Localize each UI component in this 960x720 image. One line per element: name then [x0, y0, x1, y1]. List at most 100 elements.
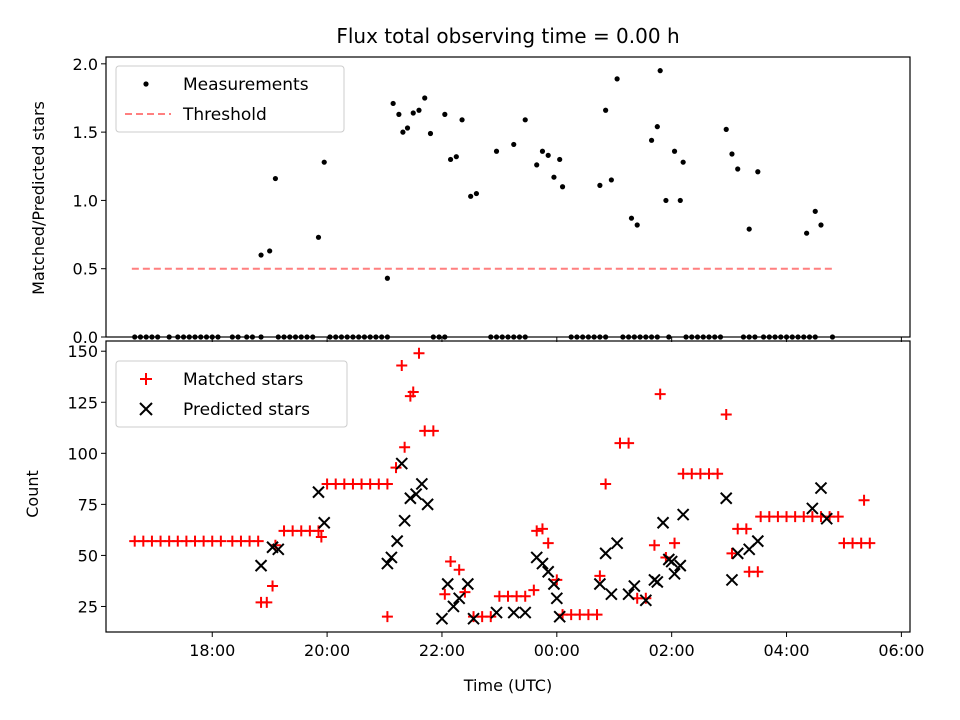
- measurements-point: [746, 226, 752, 232]
- matched-stars-point: [427, 425, 439, 437]
- y-tick-label: 1.5: [73, 123, 98, 142]
- measurements-point: [453, 154, 459, 160]
- matched-stars-point: [591, 609, 603, 621]
- measurements-point: [534, 162, 540, 168]
- y-tick-label: 125: [67, 393, 98, 412]
- matched-stars-point: [399, 441, 411, 453]
- measurements-point: [723, 126, 729, 132]
- predicted-stars-point: [599, 547, 612, 560]
- predicted-stars-point: [435, 612, 449, 625]
- y-tick-label: 25: [78, 597, 98, 616]
- measurements-point: [539, 148, 546, 154]
- predicted-stars-point: [415, 477, 429, 491]
- predicted-stars-point: [656, 516, 670, 529]
- predicted-stars-point: [390, 534, 404, 548]
- predicted-stars-point: [668, 567, 681, 581]
- predicted-stars-point: [550, 592, 564, 605]
- bottom-legend-box: [115, 360, 348, 428]
- matched-stars-point: [864, 537, 876, 549]
- chart-title: Flux total observing time = 0.00 h: [336, 24, 679, 48]
- matched-stars-point: [407, 386, 419, 398]
- x-tick-label: 02:00: [649, 641, 695, 660]
- measurements-point: [404, 125, 411, 131]
- matched-stars-point: [648, 539, 660, 551]
- predicted-stars-point: [519, 606, 532, 619]
- x-tick-label: 18:00: [189, 641, 235, 660]
- measurements-point: [384, 275, 390, 281]
- measurements-point: [410, 110, 416, 116]
- measurements-point: [545, 152, 551, 158]
- y-tick-label: 1.0: [73, 191, 98, 210]
- legend-label-predicted: Predicted stars: [183, 400, 310, 420]
- matched-stars-point: [485, 611, 497, 623]
- top-legend: Measurements Threshold: [115, 65, 345, 133]
- predicted-stars-point: [452, 592, 466, 605]
- matched-stars-point: [252, 535, 264, 547]
- measurements-point: [648, 137, 655, 143]
- matched-stars-point: [832, 511, 844, 523]
- matched-stars-point: [594, 570, 606, 582]
- measurements-point: [812, 208, 818, 214]
- predicted-stars-point: [610, 536, 624, 550]
- predicted-stars-point: [547, 577, 561, 591]
- x-tick-label: 00:00: [534, 641, 580, 660]
- measurements-point: [272, 175, 279, 182]
- measurements-point: [511, 141, 517, 148]
- measurements-point: [442, 111, 448, 117]
- predicted-stars-point: [421, 498, 434, 511]
- predicted-stars-point: [385, 551, 398, 564]
- matched-stars-point: [215, 535, 227, 547]
- predicted-stars-point: [409, 487, 423, 501]
- measurements-point: [258, 252, 264, 258]
- measurements-point: [804, 230, 810, 236]
- measurements-point: [634, 222, 640, 228]
- measurements-point: [315, 234, 322, 240]
- matched-stars-point: [726, 547, 738, 559]
- predicted-stars-point: [541, 565, 555, 578]
- bottom-axes-layer: 25 50 75 100 125 150 18:00 20:00 22:00 00:00 02:00…: [67, 340, 924, 660]
- measurements-point: [818, 222, 824, 228]
- plot-frame: [105, 56, 911, 338]
- matched-stars-point: [600, 478, 612, 490]
- matched-stars-point: [445, 556, 457, 568]
- bottom-xlabel: Time (UTC): [463, 676, 552, 695]
- measurements-point: [603, 107, 609, 113]
- matched-stars-point: [390, 462, 402, 474]
- matched-stars-point: [459, 586, 471, 598]
- legend-marker-measurements: [143, 81, 149, 87]
- predicted-stars-point: [461, 577, 475, 591]
- predicted-stars-point: [507, 606, 520, 619]
- measurements-point: [677, 197, 683, 204]
- x-tick-label: 04:00: [763, 641, 809, 660]
- measurements-point: [400, 129, 406, 135]
- measurements-point: [654, 124, 660, 130]
- measurements-point: [396, 111, 402, 117]
- measurements-point: [422, 95, 428, 101]
- matched-stars-point: [720, 409, 732, 421]
- matched-stars-point: [640, 592, 652, 604]
- matched-stars-point: [531, 525, 543, 537]
- bottom-marks-layer: [129, 347, 876, 625]
- measurements-point: [468, 193, 474, 199]
- predicted-stars-point: [665, 555, 678, 568]
- x-tick-label: 22:00: [419, 641, 465, 660]
- predicted-stars-point: [820, 512, 833, 525]
- predicted-stars-point: [605, 588, 618, 601]
- measurements-point: [427, 130, 434, 137]
- matched-stars-point: [519, 590, 531, 602]
- matched-stars-point: [536, 523, 548, 535]
- matched-stars-point: [858, 494, 870, 506]
- predicted-stars-point: [676, 508, 690, 521]
- top-legend-box: [115, 65, 345, 133]
- matched-stars-point: [453, 564, 465, 576]
- predicted-stars-point: [441, 577, 454, 591]
- measurements-point: [597, 182, 603, 188]
- measurements-point: [551, 174, 557, 180]
- measurements-point: [321, 159, 327, 165]
- measurements-point: [657, 68, 663, 74]
- legend-marker-predicted: [139, 402, 153, 416]
- predicted-stars-point: [312, 485, 325, 499]
- measurements-point: [473, 190, 480, 197]
- measurements-point: [390, 100, 396, 107]
